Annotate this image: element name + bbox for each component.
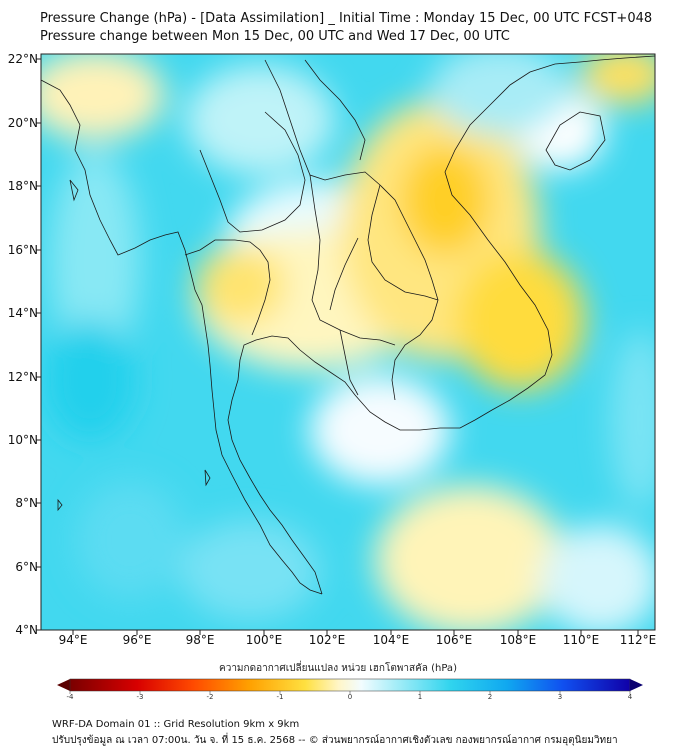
lon-label: 94°E — [58, 633, 88, 647]
lon-label: 100°E — [245, 633, 283, 647]
axis-ticks — [36, 58, 639, 635]
chart-title: Pressure Change (hPa) - [Data Assimilati… — [40, 11, 653, 26]
lat-label: 6°N — [15, 560, 38, 574]
colorbar-title: ความกดอากาศเปลี่ยนแปลง หน่วย เฮกโตพาสคัล… — [219, 663, 457, 674]
colorbar-tick: 0 — [347, 693, 353, 701]
colorbar-tick: 4 — [627, 693, 633, 701]
lat-label: 22°N — [7, 52, 38, 66]
lat-label: 12°N — [7, 370, 38, 384]
lat-label: 8°N — [15, 496, 38, 510]
lon-label: 98°E — [185, 633, 215, 647]
lat-label: 14°N — [7, 306, 38, 320]
lon-label: 102°E — [308, 633, 346, 647]
update-credit: ปรับปรุงข้อมูล ณ เวลา 07:00น. วัน จ. ที่… — [52, 735, 618, 746]
map-frame — [40, 53, 656, 631]
colorbar — [57, 678, 643, 694]
lat-label: 10°N — [7, 433, 38, 447]
colorbar-tick: -4 — [66, 693, 74, 701]
coastlines-and-borders — [41, 55, 655, 595]
colorbar-tick: -2 — [206, 693, 214, 701]
colorbar-tick: 1 — [417, 693, 423, 701]
lon-label: 104°E — [372, 633, 410, 647]
colorbar-tick: 3 — [557, 693, 563, 701]
colorbar-tick: 2 — [487, 693, 493, 701]
colorbar-tick: -3 — [136, 693, 144, 701]
lat-label: 16°N — [7, 243, 38, 257]
lat-label: 20°N — [7, 116, 38, 130]
lon-label: 110°E — [562, 633, 600, 647]
lon-label: 106°E — [435, 633, 473, 647]
lat-label: 18°N — [7, 179, 38, 193]
lon-label: 96°E — [122, 633, 152, 647]
colorbar-tick: -1 — [276, 693, 284, 701]
lon-label: 108°E — [499, 633, 537, 647]
chart-subtitle: Pressure change between Mon 15 Dec, 00 U… — [40, 29, 510, 44]
pressure-field — [41, 54, 655, 630]
model-info: WRF-DA Domain 01 :: Grid Resolution 9km … — [52, 719, 300, 730]
lon-label: 112°E — [619, 633, 657, 647]
lat-label: 4°N — [15, 623, 38, 637]
